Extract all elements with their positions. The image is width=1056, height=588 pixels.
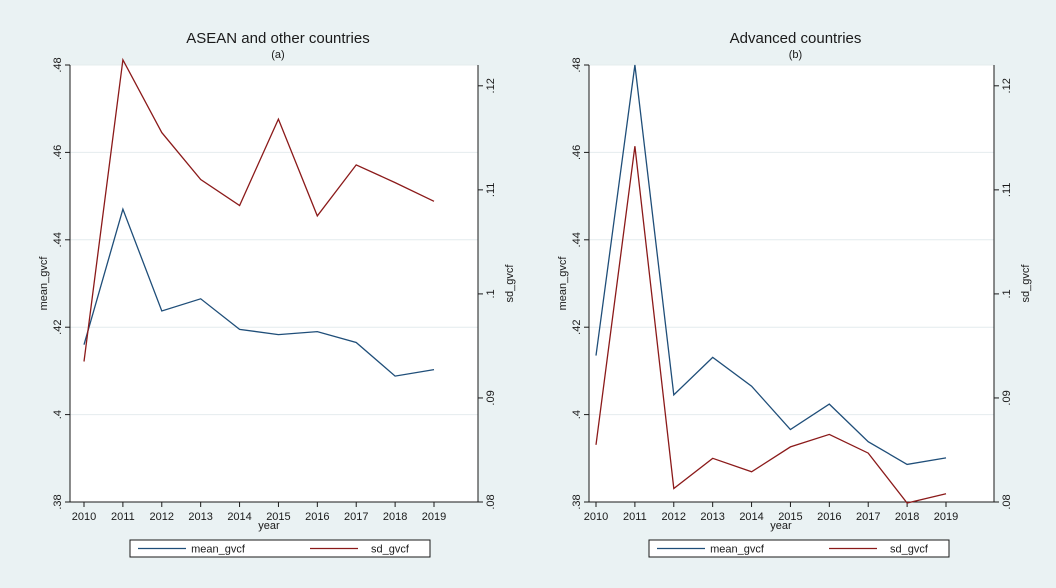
plot-area — [589, 65, 994, 502]
y-right-tick-label: .08 — [485, 494, 497, 509]
y-right-tick-label: .1 — [1001, 289, 1013, 298]
x-tick-label: 2019 — [934, 511, 958, 523]
y-right-axis-title: sd_gvcf — [504, 264, 516, 303]
y-right-tick-label: .12 — [485, 78, 497, 93]
x-axis-title: year — [258, 520, 280, 532]
y-right-axis-title: sd_gvcf — [1020, 264, 1032, 303]
legend: mean_gvcf sd_gvcf — [648, 539, 950, 558]
y-left-tick-label: .48 — [571, 57, 583, 72]
y-right-tick-label: .09 — [485, 390, 497, 405]
x-tick-label: 2010 — [584, 511, 608, 523]
x-tick-label: 2018 — [383, 511, 407, 523]
y-right-tick-label: .11 — [485, 183, 497, 197]
chart-title: Advanced countries — [730, 30, 862, 47]
y-left-tick-label: .46 — [52, 145, 64, 160]
legend: mean_gvcf sd_gvcf — [129, 539, 431, 558]
y-left-tick-label: .38 — [571, 494, 583, 509]
chart-panel-2: .38 .4 .42 .44 .46 .48 .08 .09 .1 .11 .12 2010 2011 2… — [533, 8, 1046, 573]
y-left-tick-label: .38 — [52, 494, 64, 509]
x-tick-label: 2013 — [700, 511, 724, 523]
x-tick-label: 2017 — [344, 511, 368, 523]
x-tick-label: 2012 — [150, 511, 174, 523]
series-line-sd_gvcf — [83, 57, 435, 362]
y-left-tick-label: .42 — [52, 320, 64, 335]
y-right-tick-label: .09 — [1001, 390, 1013, 405]
x-tick-label: 2019 — [422, 511, 446, 523]
y-left-tick-label: .42 — [571, 320, 583, 335]
y-right-tick-label: .08 — [1001, 494, 1013, 509]
x-tick-label: 2014 — [227, 511, 251, 523]
y-right-tick-label: .12 — [1001, 78, 1013, 93]
x-tick-label: 2016 — [305, 511, 329, 523]
y-left-tick-label: .46 — [571, 145, 583, 160]
plot-area — [70, 65, 478, 502]
x-tick-label: 2015 — [266, 511, 290, 523]
y-left-tick-label: .48 — [52, 57, 64, 72]
legend-label: mean_gvcf — [710, 544, 765, 556]
y-left-tick-label: .4 — [52, 410, 64, 419]
x-tick-label: 2011 — [111, 511, 135, 523]
x-tick-label: 2018 — [895, 511, 919, 523]
chart-subtitle: (b) — [789, 49, 802, 61]
y-left-tick-label: .4 — [571, 410, 583, 419]
chart-title: ASEAN and other countries — [186, 30, 369, 47]
legend-box — [648, 539, 950, 558]
y-right-tick-label: .11 — [1001, 183, 1013, 197]
y-left-axis-title: mean_gvcf — [38, 256, 50, 311]
y-left-tick-label: .44 — [52, 232, 64, 247]
x-tick-label: 2011 — [623, 511, 647, 523]
chart-panel-1: .38 .4 .42 .44 .46 .48 .08 .09 .1 .11 .12 2010 2011 2… — [10, 8, 523, 573]
y-left-tick-label: .44 — [571, 232, 583, 247]
x-tick-label: 2010 — [72, 511, 96, 523]
legend-label: sd_gvcf — [890, 544, 929, 556]
chart-subtitle: (a) — [271, 49, 284, 61]
legend-box — [129, 539, 431, 558]
series-line-mean_gvcf — [83, 207, 435, 377]
legend-label: sd_gvcf — [371, 544, 410, 556]
series-line-sd_gvcf — [595, 146, 947, 504]
x-tick-label: 2013 — [188, 511, 212, 523]
x-tick-label: 2014 — [739, 511, 763, 523]
legend-label: mean_gvcf — [191, 544, 246, 556]
x-tick-label: 2012 — [662, 511, 686, 523]
series-line-mean_gvcf — [595, 64, 947, 466]
y-left-axis-title: mean_gvcf — [557, 256, 569, 311]
x-axis-title: year — [770, 520, 792, 532]
x-tick-label: 2017 — [856, 511, 880, 523]
x-tick-label: 2016 — [817, 511, 841, 523]
x-tick-label: 2015 — [778, 511, 802, 523]
y-right-tick-label: .1 — [485, 289, 497, 298]
